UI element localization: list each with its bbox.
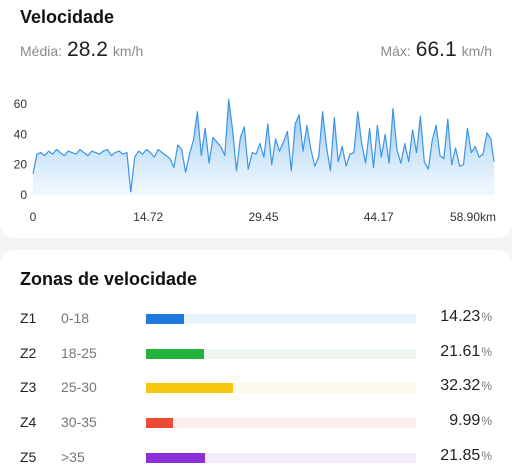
x-tick-label: 44.17 bbox=[364, 210, 394, 224]
zone-percent-sign: % bbox=[481, 379, 492, 393]
zone-range: 18-25 bbox=[61, 345, 97, 361]
zone-percent-value: 21.85 bbox=[440, 447, 481, 464]
zone-name: Z4 bbox=[20, 414, 37, 430]
zone-name: Z2 bbox=[20, 345, 37, 361]
zone-bar-fill bbox=[146, 349, 205, 359]
zone-bar-fill bbox=[146, 383, 234, 393]
zone-bar-track bbox=[146, 453, 416, 463]
zone-percent-sign: % bbox=[481, 345, 492, 359]
zone-range: 25-30 bbox=[61, 379, 97, 395]
zone-row-z4: Z4 30-35 9.99% bbox=[0, 411, 512, 435]
zone-percent-sign: % bbox=[481, 449, 492, 463]
zone-percent-sign: % bbox=[481, 310, 492, 324]
y-axis-ticks: 0 20 40 60 bbox=[14, 97, 28, 202]
speed-area bbox=[33, 99, 494, 195]
x-tick-label: 0 bbox=[30, 210, 37, 224]
zone-bar-track bbox=[146, 383, 416, 393]
zone-range: 0-18 bbox=[61, 310, 90, 326]
zone-percent: 21.85% bbox=[440, 447, 492, 465]
zone-percent-value: 14.23 bbox=[440, 308, 481, 325]
zone-row-z3: Z3 25-30 32.32% bbox=[0, 376, 512, 400]
zone-name: Z3 bbox=[20, 379, 37, 395]
average-speed-label: Média: bbox=[20, 43, 63, 59]
max-speed-unit: km/h bbox=[461, 43, 492, 59]
speed-zones-card: Zonas de velocidade Z1 0-18 14.23% Z2 18… bbox=[0, 250, 512, 475]
speed-card: Velocidade Média: 28.2 km/h Máx: 66.1 km… bbox=[0, 0, 512, 238]
zone-bar-fill bbox=[146, 418, 173, 428]
max-speed-value: 66.1 bbox=[415, 38, 457, 61]
zone-bar-track bbox=[146, 314, 416, 324]
average-speed-unit: km/h bbox=[112, 43, 144, 59]
zone-percent: 21.61% bbox=[440, 343, 492, 361]
y-tick-label: 40 bbox=[14, 127, 28, 141]
x-tick-label: 58.90km bbox=[450, 210, 496, 224]
zone-row-z2: Z2 18-25 21.61% bbox=[0, 342, 512, 366]
average-speed: Média: 28.2 km/h bbox=[20, 38, 143, 62]
max-speed-label: Máx: bbox=[380, 43, 411, 59]
zone-percent-value: 32.32 bbox=[440, 377, 481, 394]
speed-chart[interactable]: 0 20 40 60 0 14.72 29.45 44.17 58.90km bbox=[0, 92, 512, 232]
zone-name: Z5 bbox=[20, 449, 37, 465]
zone-name: Z1 bbox=[20, 310, 37, 326]
zone-bar-track bbox=[146, 418, 416, 428]
speed-line bbox=[32, 98, 495, 193]
zone-percent-value: 9.99 bbox=[449, 412, 481, 429]
zone-range: 30-35 bbox=[61, 414, 97, 430]
zone-range: >35 bbox=[61, 449, 85, 465]
speed-title: Velocidade bbox=[20, 7, 115, 27]
x-axis-ticks: 0 14.72 29.45 44.17 58.90km bbox=[30, 210, 496, 224]
speed-zones-title: Zonas de velocidade bbox=[20, 269, 198, 289]
zone-bar-fill bbox=[146, 453, 205, 463]
y-tick-label: 60 bbox=[14, 97, 28, 111]
y-tick-label: 0 bbox=[20, 188, 27, 202]
x-tick-label: 29.45 bbox=[248, 210, 278, 224]
zone-percent-value: 21.61 bbox=[440, 343, 481, 360]
zone-bar-fill bbox=[146, 314, 185, 324]
y-tick-label: 20 bbox=[14, 158, 28, 172]
x-tick-label: 14.72 bbox=[133, 210, 163, 224]
zone-row-z1: Z1 0-18 14.23% bbox=[0, 307, 512, 331]
zone-percent-sign: % bbox=[481, 414, 492, 428]
average-speed-value: 28.2 bbox=[67, 38, 108, 61]
zone-percent: 9.99% bbox=[449, 412, 492, 430]
max-speed: Máx: 66.1 km/h bbox=[380, 38, 492, 62]
zone-percent: 14.23% bbox=[440, 308, 492, 326]
zone-row-z5: Z5 >35 21.85% bbox=[0, 446, 512, 470]
zone-percent: 32.32% bbox=[440, 377, 492, 395]
zone-bar-track bbox=[146, 349, 416, 359]
